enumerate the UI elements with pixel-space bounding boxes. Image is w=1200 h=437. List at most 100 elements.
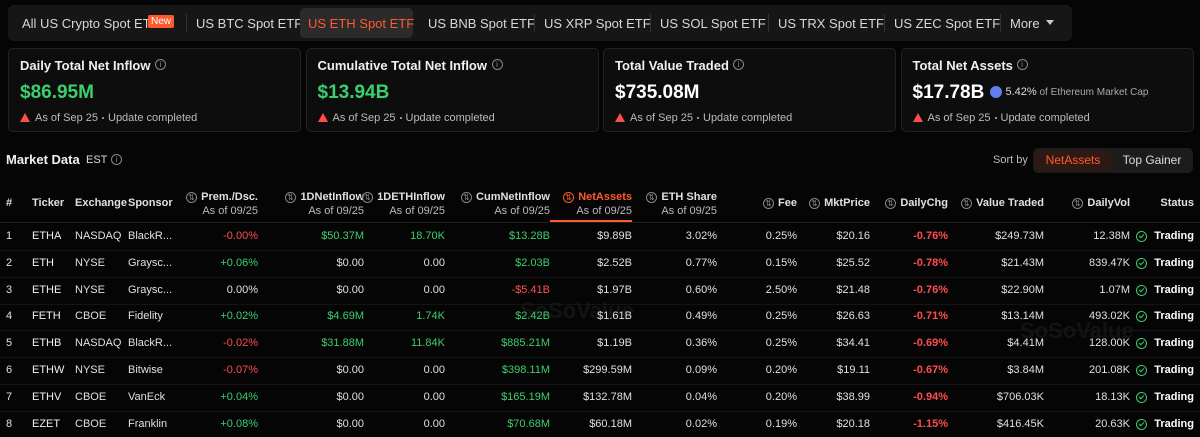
table-cell: 7: [6, 390, 13, 403]
table-cell: -$5.41B: [511, 283, 550, 296]
table-cell: FETH: [32, 310, 61, 323]
table-cell: 0.09%: [685, 364, 717, 376]
status-icon: [1136, 311, 1147, 323]
column-header[interactable]: Value Traded: [976, 197, 1044, 209]
status-icon: [1136, 391, 1147, 403]
card-label: Cumulative Total Net Inflow: [317, 58, 488, 73]
table-cell: 0.25%: [765, 230, 797, 242]
card-date: As of Sep 25: [35, 112, 98, 124]
table-cell: 128.00K: [1089, 337, 1130, 350]
info-icon: i: [1016, 59, 1028, 70]
table-cell: $706.03K: [996, 390, 1044, 403]
table-cell: -0.94%: [913, 390, 948, 403]
dot-separator: [697, 117, 699, 119]
tab-divider: [1000, 14, 1001, 32]
column-header: Status: [1160, 197, 1194, 209]
dot-separator: [399, 117, 402, 119]
timezone: EST: [86, 154, 108, 166]
status-icon: [1136, 284, 1147, 296]
watermark: SoSoValue: [520, 298, 634, 323]
card-label: Total Value Traded: [615, 58, 729, 73]
table-cell: 839.47K: [1089, 256, 1130, 269]
tab[interactable]: All US Crypto Spot ETF New: [14, 8, 184, 38]
tab[interactable]: US SOL Spot ETF: [652, 8, 766, 38]
column-header: Sponsor: [128, 197, 173, 209]
tab[interactable]: US XRP Spot ETF: [536, 8, 651, 38]
tab[interactable]: US BNB Spot ETF: [420, 8, 535, 38]
sorted-underline: [550, 220, 632, 222]
table-cell: NYSE: [75, 256, 105, 269]
table-cell: $165.19M: [501, 390, 550, 403]
tab[interactable]: US ZEC Spot ETF: [886, 8, 1000, 38]
table-cell: $22.90M: [1001, 283, 1044, 296]
eth-icon: [989, 86, 1002, 98]
table-cell: $9.89B: [597, 230, 632, 242]
tab[interactable]: More: [1002, 8, 1064, 38]
card-status: Update completed: [405, 112, 495, 124]
tab[interactable]: US BTC Spot ETF: [188, 8, 302, 38]
table-cell: CBOE: [75, 390, 107, 403]
table-cell: $2.03B: [515, 256, 550, 269]
table-cell: $13.28B: [509, 230, 550, 242]
table-cell: $398.11M: [501, 364, 550, 376]
table-cell: Trading: [1154, 390, 1194, 403]
info-icon: i: [111, 154, 122, 165]
column-header[interactable]: DailyVol: [1087, 197, 1130, 209]
stat-card: Daily Total Net Inflow i $86.95M As of Sep …: [8, 48, 301, 132]
table-cell: $4.69M: [327, 310, 364, 323]
table-cell: 11.84K: [410, 337, 445, 350]
tab[interactable]: US ETH Spot ETF: [300, 8, 414, 38]
column-subheader: As of 09/25: [202, 205, 258, 217]
table-cell: VanEck: [128, 390, 166, 403]
table-cell: 201.08K: [1089, 364, 1130, 376]
tab[interactable]: US TRX Spot ETF: [770, 8, 884, 38]
table-cell: $416.45K: [996, 417, 1044, 430]
table-cell: Graysc...: [128, 283, 173, 296]
table-cell: $1.19B: [597, 337, 632, 350]
table-cell: 0.20%: [765, 364, 797, 376]
table-cell: 0.49%: [685, 310, 717, 323]
table-cell: 0.00: [423, 256, 445, 269]
stat-card: Total Value Traded i $735.08M As of Sep 25 U…: [603, 48, 896, 132]
table-cell: 0.02%: [685, 417, 717, 430]
table-cell: $249.73M: [995, 230, 1044, 242]
dot-separator: [102, 117, 104, 119]
sort-option[interactable]: NetAssets: [1035, 150, 1111, 171]
column-header[interactable]: CumNetInflow: [476, 191, 550, 203]
table-cell: ETHB: [32, 337, 62, 350]
table-cell: Trading: [1154, 230, 1194, 242]
sort-icon: ⇅: [646, 192, 657, 203]
column-header[interactable]: NetAssets: [578, 191, 632, 203]
table-cell: 493.02K: [1089, 310, 1130, 323]
card-value: $86.95M: [20, 82, 94, 103]
card-date: As of Sep 25: [927, 112, 991, 124]
column-header[interactable]: DailyChg: [900, 197, 948, 209]
table-cell: $0.00: [336, 390, 364, 403]
column-header[interactable]: ETH Share: [661, 191, 717, 203]
table-cell: $1.97B: [597, 283, 632, 296]
column-header[interactable]: Fee: [778, 197, 797, 209]
sort-option[interactable]: Top Gainer: [1122, 153, 1182, 167]
table-cell: Trading: [1154, 337, 1194, 350]
column-header[interactable]: Prem./Dsc.: [201, 191, 258, 203]
row-divider: [0, 303, 1200, 305]
table-cell: CBOE: [75, 310, 107, 323]
sort-icon: ⇅: [961, 198, 972, 209]
table-cell: $132.78M: [583, 390, 632, 403]
stat-card: Cumulative Total Net Inflow i $13.94B As of…: [305, 48, 599, 132]
column-header[interactable]: MktPrice: [824, 197, 870, 209]
tab-divider: [768, 14, 769, 32]
table-cell: ETHA: [32, 230, 62, 242]
table-cell: 0.25%: [765, 310, 797, 323]
table-cell: $50.37M: [321, 230, 364, 242]
warning-icon: [20, 113, 30, 122]
table-cell: $31.88M: [321, 337, 364, 350]
tab-divider: [884, 14, 885, 32]
column-header[interactable]: 1DETHInflow: [377, 191, 445, 203]
row-divider: [0, 276, 1200, 278]
row-divider: [0, 330, 1200, 332]
column-header[interactable]: 1DNetInflow: [300, 191, 364, 203]
card-label: Total Net Assets: [912, 58, 1013, 73]
column-header: Ticker: [32, 197, 65, 209]
table-cell: $21.48: [836, 283, 870, 296]
